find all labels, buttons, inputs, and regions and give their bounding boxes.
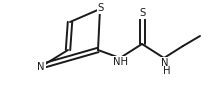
Text: H: H bbox=[163, 66, 171, 76]
Text: N: N bbox=[37, 62, 45, 72]
Text: N: N bbox=[161, 58, 169, 68]
Text: S: S bbox=[98, 3, 104, 13]
Text: S: S bbox=[139, 8, 145, 18]
Text: NH: NH bbox=[113, 57, 127, 67]
